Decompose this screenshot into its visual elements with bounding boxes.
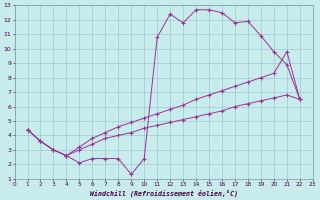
X-axis label: Windchill (Refroidissement éolien,°C): Windchill (Refroidissement éolien,°C)	[90, 189, 238, 197]
